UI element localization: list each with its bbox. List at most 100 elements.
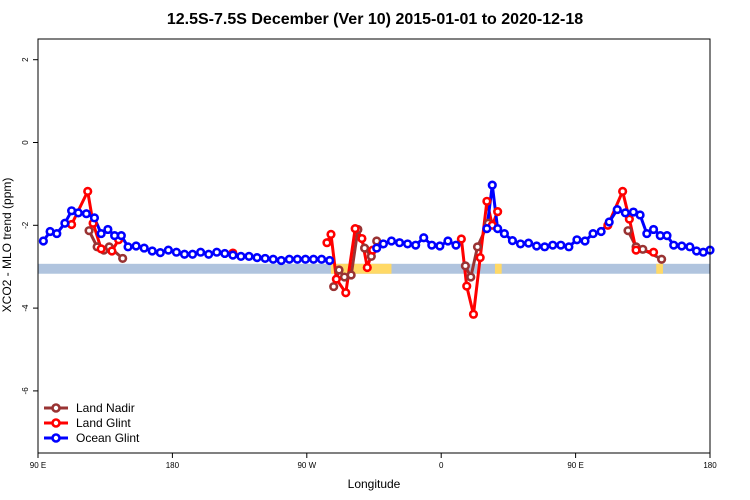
data-point xyxy=(427,240,437,250)
data-point xyxy=(472,242,483,252)
x-tick-label: 180 xyxy=(166,461,180,470)
data-point xyxy=(604,217,614,227)
data-point xyxy=(131,241,141,251)
data-point xyxy=(322,238,332,248)
data-point xyxy=(268,254,278,264)
data-point xyxy=(220,248,230,259)
data-point xyxy=(284,254,294,264)
data-point xyxy=(394,238,405,248)
data-point xyxy=(499,228,509,239)
data-point xyxy=(685,242,695,252)
data-point xyxy=(451,240,461,250)
data-point xyxy=(669,240,679,250)
data-point xyxy=(96,228,106,239)
data-point xyxy=(236,251,246,261)
plot-frame xyxy=(37,38,711,454)
data-point xyxy=(482,224,492,234)
data-point xyxy=(103,224,113,235)
land-band-segment xyxy=(330,263,392,274)
data-point xyxy=(155,248,165,258)
y-tick-label: -6 xyxy=(21,387,30,395)
data-point xyxy=(331,274,341,284)
plot-area xyxy=(38,180,715,319)
data-point xyxy=(648,224,659,235)
data-point xyxy=(292,254,302,264)
data-point xyxy=(386,236,397,246)
data-point xyxy=(648,247,659,257)
data-point xyxy=(96,244,106,254)
data-point xyxy=(435,241,445,251)
data-point xyxy=(548,240,558,250)
data-point xyxy=(631,245,641,255)
data-point xyxy=(456,234,466,244)
data-point xyxy=(588,228,598,239)
data-point xyxy=(468,309,479,319)
data-point xyxy=(657,254,667,264)
data-point xyxy=(116,231,126,241)
x-tick-label: 180 xyxy=(703,461,717,470)
data-point xyxy=(378,239,389,249)
data-point xyxy=(475,252,485,263)
data-point xyxy=(612,204,622,215)
data-point xyxy=(329,281,339,292)
data-point xyxy=(642,228,652,239)
data-point xyxy=(635,210,645,220)
data-point xyxy=(460,261,470,271)
data-point xyxy=(341,288,351,298)
data-point xyxy=(325,255,335,266)
y-tick-label: 0 xyxy=(21,140,30,145)
data-point xyxy=(466,272,476,282)
data-point xyxy=(187,249,198,259)
data-point xyxy=(244,251,254,261)
data-point xyxy=(532,241,542,251)
data-point xyxy=(623,226,633,236)
data-point xyxy=(300,254,311,264)
data-point xyxy=(515,239,526,249)
x-tick-label: 90 W xyxy=(297,461,316,470)
legend-marker xyxy=(51,433,61,443)
data-point xyxy=(81,209,91,219)
data-point xyxy=(123,242,133,252)
data-point xyxy=(334,265,344,275)
data-point xyxy=(620,208,630,218)
data-point xyxy=(618,186,628,196)
data-point xyxy=(73,208,83,218)
data-point xyxy=(556,240,566,250)
data-point xyxy=(677,241,687,251)
data-point xyxy=(308,254,319,264)
x-tick-label: 0 xyxy=(439,461,444,470)
data-point xyxy=(52,228,62,239)
data-point xyxy=(362,262,372,273)
land-band-segment xyxy=(494,263,502,274)
data-point xyxy=(357,233,367,244)
data-point xyxy=(163,245,173,255)
data-point xyxy=(260,253,270,264)
legend-label: Ocean Glint xyxy=(76,431,140,445)
data-point xyxy=(212,247,222,257)
data-point xyxy=(83,186,93,196)
data-point xyxy=(179,249,190,259)
data-point xyxy=(107,246,117,256)
legend-marker xyxy=(51,418,61,428)
data-point xyxy=(443,236,453,246)
data-point xyxy=(572,235,582,245)
y-tick-label: -4 xyxy=(21,304,30,312)
axes: 90 E 180 90 W 0 90 E 180 2 0 -2 -4 -6 xyxy=(21,38,717,470)
data-point xyxy=(171,247,182,257)
data-point xyxy=(523,238,534,248)
data-point xyxy=(346,270,356,280)
data-point xyxy=(596,226,606,237)
data-point xyxy=(419,233,429,243)
legend-label: Land Glint xyxy=(76,416,131,430)
data-point xyxy=(350,224,360,234)
data-point xyxy=(493,207,503,217)
data-point xyxy=(147,246,157,256)
data-point xyxy=(493,224,503,234)
data-point xyxy=(276,255,286,266)
data-point xyxy=(228,250,238,260)
data-point xyxy=(252,252,262,263)
data-point xyxy=(624,214,634,224)
x-axis-label: Longitude xyxy=(348,477,401,491)
chart-title: 12.5S-7.5S December (Ver 10) 2015-01-01 … xyxy=(167,11,583,28)
series-line xyxy=(325,227,375,295)
